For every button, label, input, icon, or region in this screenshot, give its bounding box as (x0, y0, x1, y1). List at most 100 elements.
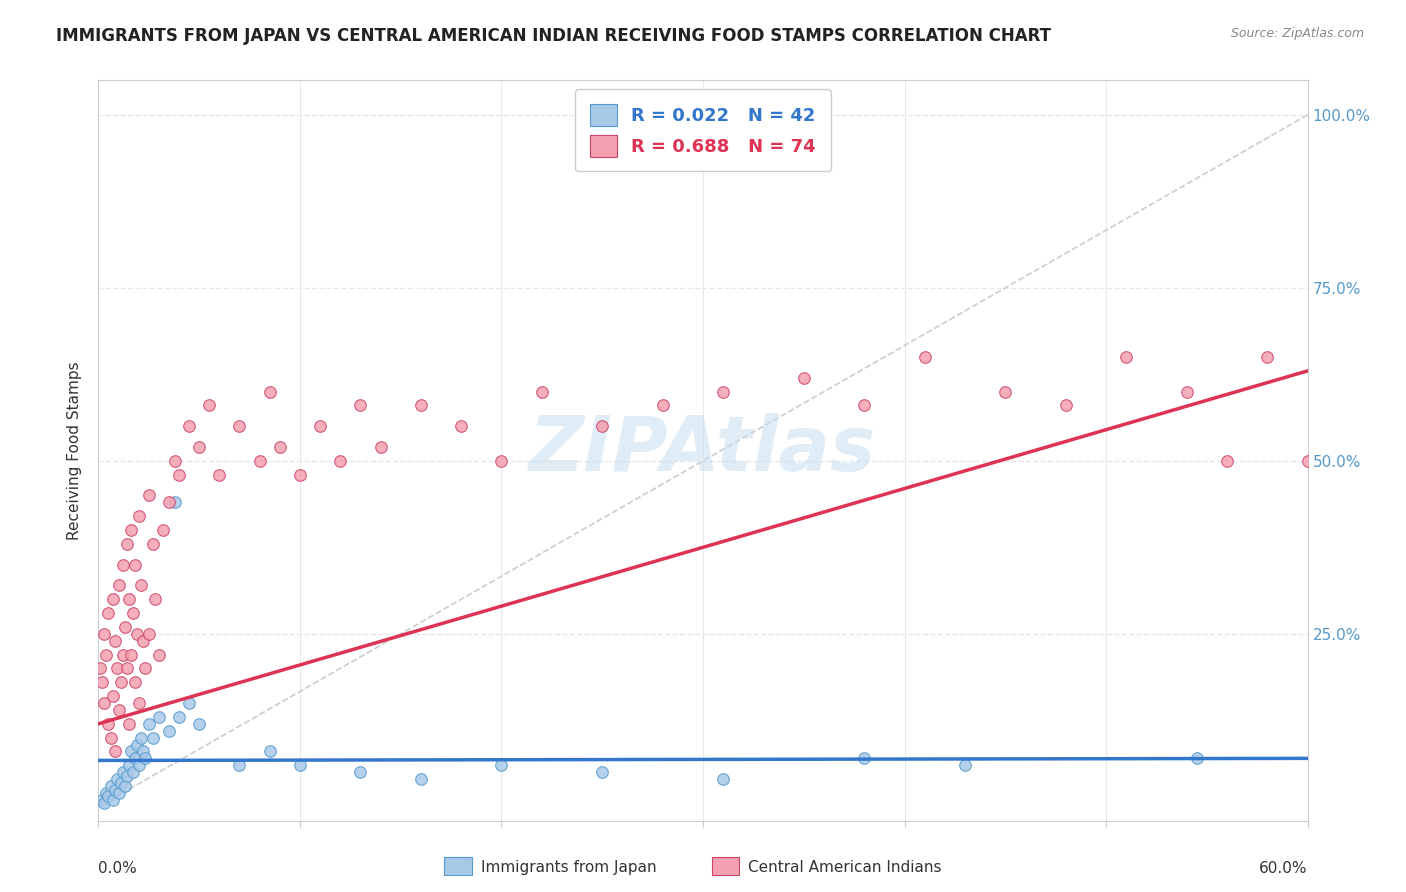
Point (101, 592, 124, 607)
Point (450, 419, 472, 434)
Point (101, 689, 124, 703)
Point (121, 765, 143, 780)
Point (115, 661, 138, 675)
Point (1216, 454, 1239, 468)
Point (111, 648, 134, 662)
Text: 60.0%: 60.0% (1260, 862, 1308, 876)
Point (138, 627, 160, 641)
Point (100, 731, 122, 745)
Point (259, 384, 281, 399)
Point (491, 454, 513, 468)
Point (101, 793, 124, 807)
Point (115, 769, 138, 783)
Point (103, 782, 125, 797)
Point (121, 606, 143, 620)
Point (1256, 350, 1278, 364)
Point (93, 627, 115, 641)
Point (853, 751, 876, 765)
Point (91, 793, 114, 807)
Point (97, 789, 120, 804)
Point (163, 454, 186, 468)
Point (853, 399, 876, 413)
Point (93, 696, 115, 710)
Point (491, 758, 513, 772)
Text: Immigrants from Japan: Immigrants from Japan (481, 861, 657, 875)
Point (530, 384, 553, 399)
Point (591, 765, 613, 780)
Point (1115, 350, 1137, 364)
Legend: R = 0.022   N = 42, R = 0.688   N = 74: R = 0.022 N = 42, R = 0.688 N = 74 (575, 89, 831, 171)
Point (228, 419, 250, 434)
Point (148, 648, 170, 662)
Point (96, 786, 118, 800)
Point (409, 399, 432, 413)
Point (1296, 454, 1319, 468)
Point (157, 723, 180, 738)
Text: 0.0%: 0.0% (98, 862, 138, 876)
Point (953, 758, 976, 772)
Point (111, 765, 134, 780)
Point (110, 775, 132, 789)
Point (100, 779, 122, 793)
Point (128, 758, 150, 772)
Point (142, 731, 165, 745)
Text: Source: ZipAtlas.com: Source: ZipAtlas.com (1230, 27, 1364, 40)
Point (370, 440, 392, 454)
Point (1175, 384, 1198, 399)
Point (128, 509, 150, 524)
Point (107, 703, 129, 717)
Point (148, 710, 170, 724)
Point (103, 633, 125, 648)
Point (120, 523, 142, 537)
Point (711, 772, 734, 786)
Point (129, 578, 152, 592)
Point (93, 797, 115, 811)
FancyBboxPatch shape (444, 857, 472, 875)
Point (142, 537, 165, 551)
Text: ZIPAtlas: ZIPAtlas (529, 414, 877, 487)
Point (124, 558, 146, 572)
Point (132, 744, 155, 758)
Point (288, 467, 311, 482)
Point (143, 592, 166, 607)
Point (269, 440, 291, 454)
Point (110, 675, 132, 690)
Point (167, 710, 190, 724)
Point (711, 384, 734, 399)
Point (157, 495, 180, 509)
Point (591, 419, 613, 434)
Point (97, 606, 120, 620)
Point (914, 350, 936, 364)
Point (107, 786, 129, 800)
Point (124, 675, 146, 690)
Point (124, 751, 146, 765)
Point (179, 696, 201, 710)
Point (198, 399, 221, 413)
Point (96, 648, 118, 662)
Point (105, 772, 128, 786)
Point (89, 661, 111, 675)
Point (188, 716, 211, 731)
Point (288, 758, 311, 772)
Point (249, 454, 271, 468)
Point (114, 779, 136, 793)
Point (111, 558, 134, 572)
Point (134, 751, 156, 765)
Point (91, 675, 114, 690)
Point (138, 716, 160, 731)
Point (167, 467, 190, 482)
Point (1185, 751, 1208, 765)
Point (228, 758, 250, 772)
Point (128, 696, 150, 710)
Point (329, 454, 352, 468)
Point (114, 620, 136, 634)
Point (107, 578, 129, 592)
Y-axis label: Receiving Food Stamps: Receiving Food Stamps (67, 361, 83, 540)
Point (208, 467, 231, 482)
Point (309, 419, 332, 434)
Point (409, 772, 432, 786)
Point (105, 661, 128, 675)
Point (163, 495, 186, 509)
Point (129, 731, 152, 745)
Point (103, 744, 125, 758)
